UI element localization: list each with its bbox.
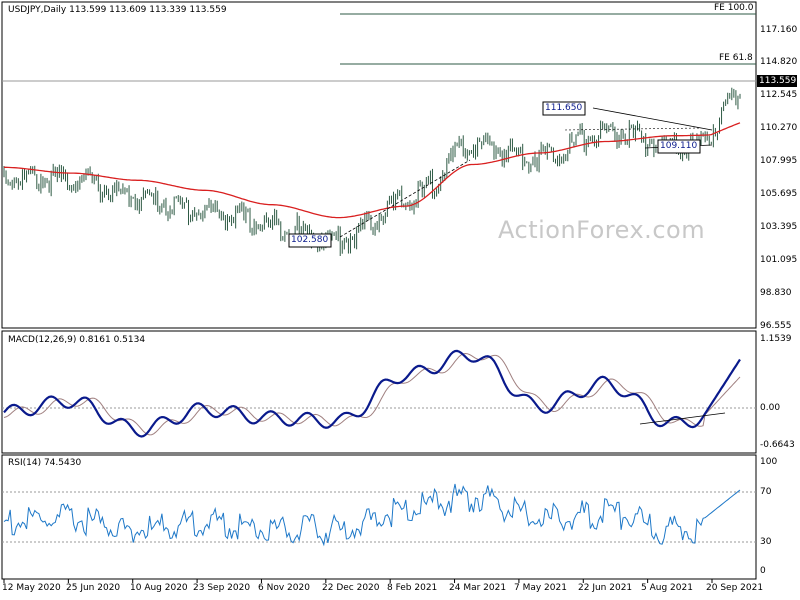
triangle-inner-dashed xyxy=(564,127,701,131)
x-axis-label: 10 Aug 2020 xyxy=(130,583,188,593)
price-y-label: 98.830 xyxy=(760,288,792,298)
annotation-box-111650 xyxy=(542,101,586,116)
price-y-label: 96.555 xyxy=(760,321,792,331)
price-panel-title: USDJPY,Daily 113.599 113.609 113.339 113… xyxy=(8,5,227,15)
watermark: ActionForex.com xyxy=(498,216,706,244)
fe-100-label: FE 100.0 xyxy=(714,3,754,13)
macd-panel-title: MACD(12,26,9) 0.8161 0.5134 xyxy=(8,335,146,345)
rsi-y-label: 30 xyxy=(760,537,772,547)
rsi-y-label: 100 xyxy=(760,457,778,467)
macd-y-label: 1.1539 xyxy=(760,334,792,344)
rsi-panel-frame xyxy=(1,454,757,580)
x-axis-label: 22 Dec 2020 xyxy=(322,583,380,593)
moving-average-line xyxy=(4,122,741,219)
fe-618-label: FE 61.8 xyxy=(719,53,753,63)
x-axis-label: 24 Mar 2021 xyxy=(449,583,507,593)
x-axis-ticks xyxy=(3,579,713,583)
price-y-label: 103.395 xyxy=(760,222,798,232)
x-axis-label: 12 May 2020 xyxy=(2,583,61,593)
x-axis-label: 23 Sep 2020 xyxy=(193,583,251,593)
annotation-box-102580 xyxy=(288,233,332,248)
annotation-111650: 111.650 xyxy=(545,103,583,113)
price-panel-frame xyxy=(1,1,757,329)
trendline-support xyxy=(339,159,471,238)
macd-trendline xyxy=(639,412,726,425)
rsi-y-label: 70 xyxy=(760,487,772,497)
x-axis-label: 7 May 2021 xyxy=(514,583,567,593)
x-axis-label: 25 Jun 2020 xyxy=(66,583,121,593)
x-axis-label: 5 Aug 2021 xyxy=(641,583,693,593)
macd-signal-line xyxy=(3,352,741,436)
macd-line xyxy=(3,349,741,438)
current-price-label: 113.559 xyxy=(759,76,797,86)
annotation-102580: 102.580 xyxy=(291,235,329,245)
price-bars xyxy=(3,87,741,257)
macd-y-label: -0.6643 xyxy=(760,440,795,450)
macd-panel-frame xyxy=(1,330,757,454)
macd-y-label: 0.00 xyxy=(760,403,781,413)
rsi-y-label: 0 xyxy=(760,566,766,576)
price-y-label: 117.160 xyxy=(760,25,798,35)
triangle-upper-line xyxy=(592,107,713,131)
annotation-109110: 109.110 xyxy=(660,141,698,151)
rsi-line xyxy=(3,483,741,547)
current-price-tag xyxy=(757,75,797,87)
annotation-box-109110 xyxy=(657,139,701,154)
price-y-label: 114.820 xyxy=(760,57,798,67)
x-axis-label: 22 Jun 2021 xyxy=(578,583,633,593)
price-y-label: 105.695 xyxy=(760,189,798,199)
x-axis-label: 6 Nov 2020 xyxy=(258,583,310,593)
price-y-label: 110.270 xyxy=(760,123,798,133)
x-axis-label: 20 Sep 2021 xyxy=(706,583,764,593)
x-axis-label: 8 Feb 2021 xyxy=(387,583,438,593)
price-y-label: 101.095 xyxy=(760,255,798,265)
price-y-label: 112.545 xyxy=(760,90,798,100)
rsi-panel-title: RSI(14) 74.5430 xyxy=(8,458,82,468)
price-y-label: 107.995 xyxy=(760,156,798,166)
